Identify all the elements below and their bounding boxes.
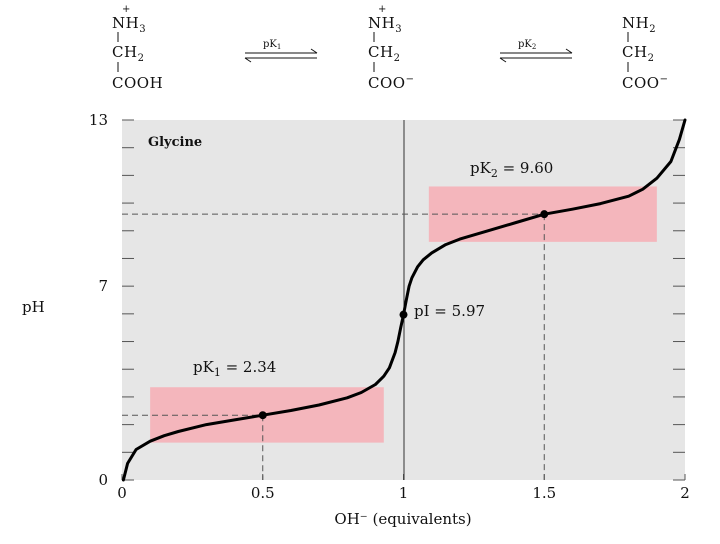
arrow-label: pK2: [518, 39, 536, 51]
charge-plus: +: [122, 4, 130, 15]
methylene-group: CH2: [368, 43, 400, 64]
amine-group: NH3: [368, 14, 402, 35]
methylene-group: CH2: [622, 43, 654, 64]
y-tick-label: 0: [98, 471, 108, 489]
key-point-2: [399, 310, 408, 319]
equilibrium-arrow-2: pK2: [499, 39, 573, 63]
key-point-1: [258, 411, 267, 420]
y-tick-label: 13: [89, 111, 108, 129]
carboxylate-group: COO−: [622, 74, 668, 92]
x-tick-labels: 0 0.5 1 1.5 2: [117, 484, 690, 502]
pk2-label: pK2 = 9.60: [470, 159, 553, 180]
pk1-label: pK1 = 2.34: [193, 358, 276, 379]
carboxylate-group: COO−: [368, 74, 414, 92]
equilibrium-arrow-1: pK1: [244, 39, 318, 63]
methylene-group: CH2: [112, 43, 144, 64]
species-cationic: + NH3 CH2 COOH: [112, 4, 163, 92]
species-anionic: NH2 CH2 COO−: [622, 14, 668, 92]
arrow-label: pK1: [263, 39, 281, 51]
x-tick-label: 1: [399, 484, 409, 502]
y-tick-labels: 0 7 13: [89, 111, 108, 489]
titration-chart: 0 0.5 1 1.5 2 0 7 13 Glycine pK1 = 2.34 pK2 = …: [22, 111, 690, 528]
y-axis-title: pH: [22, 298, 45, 316]
species-zwitterion: + NH3 CH2 COO−: [368, 4, 414, 92]
amine-group: NH2: [622, 14, 656, 35]
key-point-3: [540, 210, 549, 219]
x-tick-label: 2: [680, 484, 690, 502]
dashed-guides: [122, 213, 545, 480]
carboxyl-group: COOH: [112, 74, 163, 92]
reaction-scheme: + NH3 CH2 COOH pK1 + NH3 CH2 COO− pK2: [112, 4, 668, 92]
key-points: [258, 210, 549, 420]
amine-group: NH3: [112, 14, 146, 35]
charge-plus: +: [378, 4, 386, 15]
y-tick-label: 7: [98, 277, 108, 295]
pi-label: pI = 5.97: [414, 302, 485, 320]
x-tick-label: 0: [117, 484, 127, 502]
chart-title: Glycine: [148, 135, 202, 150]
x-axis-title: OH⁻ (equivalents): [334, 510, 471, 528]
x-tick-label: 1.5: [532, 484, 556, 502]
x-tick-label: 0.5: [251, 484, 275, 502]
